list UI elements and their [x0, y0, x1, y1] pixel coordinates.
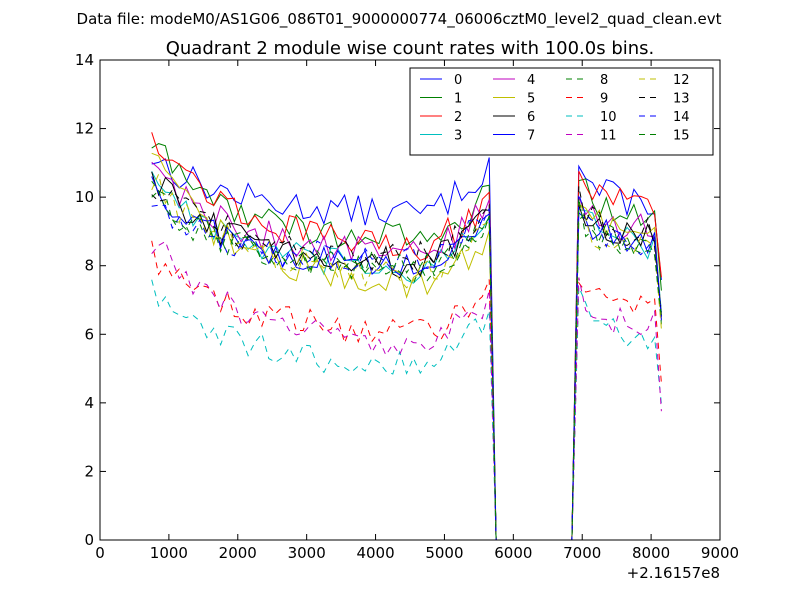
y-tick-label: 4 [84, 394, 94, 412]
legend-label-3: 3 [454, 129, 462, 144]
x-tick-label: 1000 [150, 544, 188, 562]
x-tick-label: 5000 [425, 544, 463, 562]
x-tick-label: 3000 [288, 544, 326, 562]
y-tick-label: 10 [75, 188, 94, 206]
legend-label-9: 9 [600, 92, 608, 107]
legend-label-7: 7 [527, 129, 535, 144]
y-tick-label: 2 [84, 462, 94, 480]
series-line-14 [151, 193, 662, 540]
y-tick-label: 14 [75, 51, 94, 69]
legend-box [409, 67, 714, 156]
legend-label-0: 0 [454, 73, 462, 88]
legend-label-4: 4 [527, 73, 535, 88]
legend-label-11: 11 [600, 129, 617, 144]
legend-label-1: 1 [454, 92, 462, 107]
y-tick-label: 12 [75, 120, 94, 138]
legend-label-14: 14 [673, 110, 690, 125]
x-tick-label: 9000 [701, 544, 739, 562]
x-tick-label: 0 [95, 544, 105, 562]
x-tick-label: 8000 [632, 544, 670, 562]
series-layer [151, 132, 662, 540]
y-tick-label: 0 [84, 531, 94, 549]
legend-label-15: 15 [673, 129, 690, 144]
series-line-11 [151, 240, 662, 540]
y-tick-label: 6 [84, 325, 94, 343]
x-tick-label: 4000 [356, 544, 394, 562]
legend-label-6: 6 [527, 110, 535, 125]
y-tick-label: 8 [84, 257, 94, 275]
axes-frame [99, 59, 721, 541]
x-offset-label: +2.16157e8 [627, 564, 720, 582]
legend-label-2: 2 [454, 110, 462, 125]
legend-label-5: 5 [527, 92, 535, 107]
legend-label-10: 10 [600, 110, 617, 125]
x-tick-label: 2000 [219, 544, 257, 562]
series-line-13 [151, 186, 662, 540]
series-line-10 [151, 279, 662, 540]
series-line-15 [151, 190, 662, 540]
legend-label-8: 8 [600, 73, 608, 88]
x-tick-label: 7000 [563, 544, 601, 562]
chart-title: Quadrant 2 module wise count rates with … [166, 38, 655, 59]
x-tick-label: 6000 [494, 544, 532, 562]
legend-label-12: 12 [673, 73, 690, 88]
axes: 0 1000 2000 3000 4000 5000 6000 7000 8000 9000 0 2 4… [75, 51, 739, 562]
legend-label-13: 13 [673, 92, 690, 107]
suptitle: Data file: modeM0/AS1G06_086T01_90000007… [77, 10, 722, 29]
